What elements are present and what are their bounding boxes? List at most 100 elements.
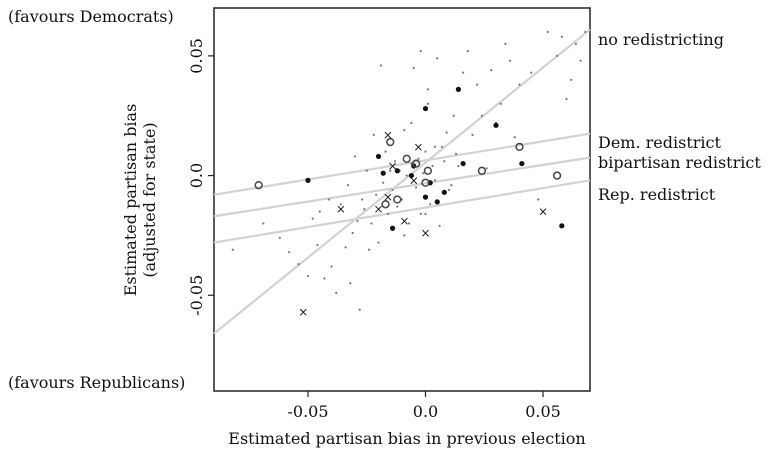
point-small-dot-23: [377, 241, 380, 244]
point-small-dot-5: [306, 275, 310, 278]
point-small-dot-86: [410, 121, 413, 124]
point-filled-dot-3: [394, 168, 400, 174]
line-label-no-redistricting: no redistricting: [598, 30, 724, 49]
point-small-dot-77: [574, 42, 578, 46]
point-small-dot-62: [485, 167, 488, 170]
point-small-dot-34: [403, 128, 406, 132]
point-small-dot-59: [471, 133, 474, 136]
y-axis-label-line1: Estimated partisan bias: [121, 104, 140, 297]
point-open-circle-7: [552, 171, 562, 180]
y-axis-label-line2: (adjusted for state): [140, 122, 159, 277]
point-small-dot-18: [365, 169, 368, 172]
point-small-dot-19: [368, 248, 371, 251]
point-open-circle-1: [386, 137, 395, 147]
point-open-circle-2: [402, 154, 411, 163]
point-small-dot-51: [443, 160, 446, 163]
point-x-5: ×: [399, 214, 409, 228]
point-small-dot-24: [379, 64, 382, 67]
point-small-dot-38: [412, 66, 415, 69]
point-small-dot-4: [297, 263, 300, 266]
point-x-10: ×: [413, 140, 423, 154]
point-x-2: ×: [373, 202, 383, 216]
point-small-dot-72: [546, 30, 549, 34]
y-tick-label: 0.05: [187, 38, 206, 74]
point-small-dot-57: [462, 71, 465, 74]
point-filled-dot-16: [422, 194, 429, 200]
point-small-dot-53: [447, 188, 451, 192]
point-small-dot-68: [513, 136, 516, 139]
point-small-dot-30: [393, 160, 397, 163]
point-small-dot-82: [403, 234, 406, 237]
point-small-dot-1: [262, 222, 265, 225]
point-small-dot-54: [450, 184, 453, 187]
point-small-dot-89: [330, 265, 333, 268]
y-tick-label: -0.05: [187, 275, 206, 316]
point-small-dot-74: [560, 35, 563, 38]
point-small-dot-14: [351, 231, 354, 235]
x-axis-label: Estimated partisan bias in previous elec…: [228, 429, 585, 448]
point-small-dot-78: [579, 59, 582, 62]
point-x-0: ×: [298, 305, 308, 319]
line-label-rep-redistrict: Rep. redistrict: [598, 185, 716, 204]
point-small-dot-20: [370, 222, 373, 225]
point-small-dot-0: [231, 248, 234, 251]
point-small-dot-44: [426, 102, 429, 105]
point-filled-dot-8: [434, 199, 440, 205]
point-small-dot-13: [346, 184, 350, 187]
point-filled-dot-2: [390, 225, 396, 231]
point-small-dot-81: [363, 207, 366, 211]
point-small-dot-65: [499, 102, 502, 105]
point-small-dot-26: [384, 150, 387, 153]
point-small-dot-31: [396, 205, 399, 208]
point-filled-dot-15: [375, 153, 382, 160]
point-small-dot-33: [400, 198, 404, 201]
point-open-circle-6: [515, 142, 524, 151]
point-small-dot-83: [424, 212, 427, 215]
x-tick-label: 0.0: [413, 402, 438, 421]
point-small-dot-10: [335, 291, 338, 294]
line-label-dem-redistrict: Dem. redistrict: [598, 133, 721, 152]
point-filled-dot-10: [455, 86, 461, 92]
point-small-dot-42: [422, 172, 425, 175]
point-x-1: ×: [336, 202, 346, 216]
point-open-circle-10: [423, 166, 433, 175]
point-small-dot-25: [382, 181, 385, 184]
x-tick-label: -0.05: [287, 402, 328, 421]
point-small-dot-69: [518, 83, 521, 86]
point-filled-dot-6: [422, 105, 429, 112]
line-label-bipartisan-redistrict: bipartisan redistrict: [598, 153, 761, 172]
point-small-dot-49: [438, 224, 441, 227]
point-small-dot-43: [424, 150, 427, 153]
point-small-dot-90: [349, 282, 352, 285]
point-small-dot-60: [476, 83, 479, 86]
line-no-redistricting: [213, 28, 591, 335]
point-small-dot-35: [405, 174, 408, 177]
point-small-dot-39: [415, 186, 418, 189]
point-filled-dot-14: [559, 223, 565, 229]
point-small-dot-80: [353, 155, 357, 158]
point-x-6: ×: [409, 173, 419, 187]
point-small-dot-3: [288, 251, 291, 254]
point-small-dot-28: [389, 169, 392, 172]
data-points: ×× ×××××××××: [231, 30, 587, 319]
point-filled-dot-4: [408, 172, 414, 179]
point-filled-dot-13: [519, 160, 525, 167]
point-filled-dot-0: [305, 177, 311, 183]
y-tick-label: 0.0: [187, 163, 206, 188]
point-small-dot-27: [386, 212, 389, 215]
point-small-dot-87: [426, 88, 429, 91]
point-x-8: ×: [538, 204, 548, 218]
point-small-dot-63: [490, 69, 493, 72]
point-small-dot-11: [339, 203, 342, 206]
point-open-circle-8: [381, 200, 390, 209]
point-filled-dot-9: [441, 189, 447, 195]
axis-ticks: -0.05 0.0 0.05 -0.05 0.0 0.05: [187, 38, 561, 421]
point-small-dot-12: [344, 246, 347, 249]
plot-area-frame: [213, 7, 591, 392]
point-open-circle-5: [477, 166, 487, 175]
line-rep-redistrict: [213, 179, 591, 244]
point-filled-dot-11: [460, 160, 466, 167]
point-filled-dot-1: [380, 170, 386, 176]
point-open-circle-0: [254, 180, 263, 190]
